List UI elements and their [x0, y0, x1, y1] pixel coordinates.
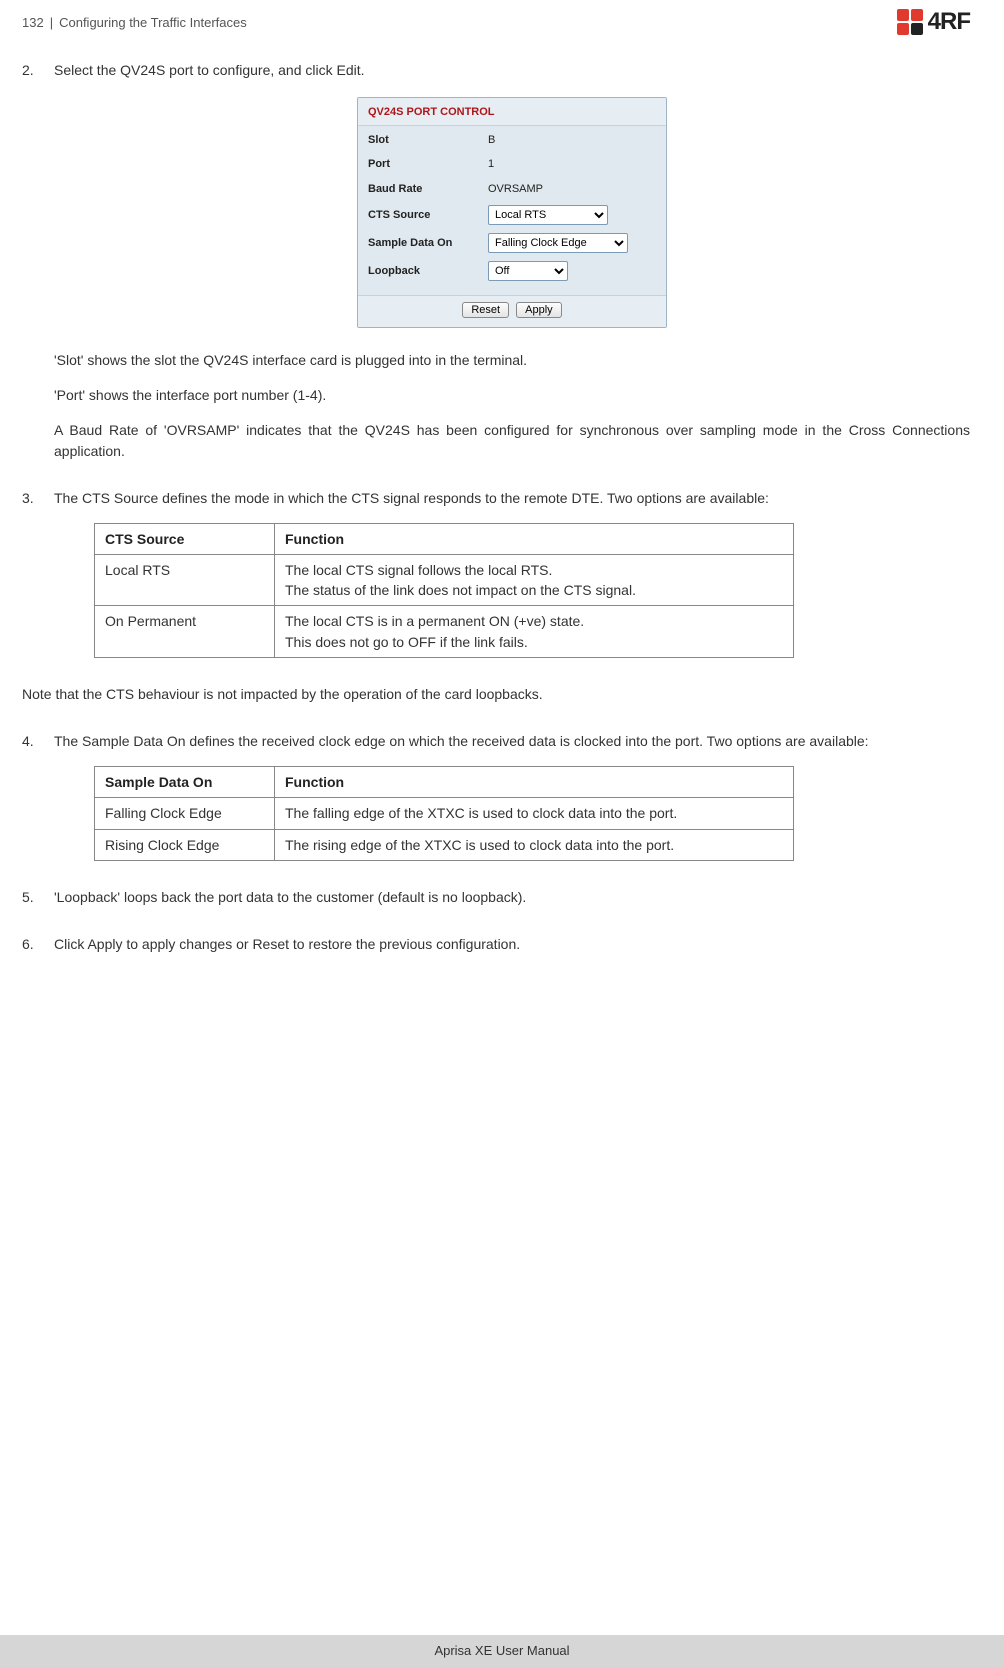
page-number: 132	[22, 15, 44, 30]
table-row: Rising Clock Edge The rising edge of the…	[95, 829, 794, 860]
panel-title: QV24S PORT CONTROL	[358, 98, 666, 126]
logo-sq-tl	[897, 9, 909, 21]
reset-button[interactable]: Reset	[462, 302, 509, 318]
sd-r1c1: Falling Clock Edge	[95, 798, 275, 829]
step-5-text: 'Loopback' loops back the port data to t…	[54, 889, 526, 905]
table-row: Falling Clock Edge The falling edge of t…	[95, 798, 794, 829]
cts-r2c2: The local CTS is in a permanent ON (+ve)…	[275, 606, 794, 658]
cts-th-2: Function	[275, 523, 794, 554]
cts-note: Note that the CTS behaviour is not impac…	[22, 684, 970, 705]
row-baud: Baud Rate OVRSAMP	[368, 177, 656, 202]
row-slot: Slot B	[368, 128, 656, 153]
brand-logo: 4RF	[896, 8, 970, 36]
footer-text: Aprisa XE User Manual	[434, 1643, 569, 1658]
cts-r1c2: The local CTS signal follows the local R…	[275, 554, 794, 606]
value-sample-wrap: Falling Clock Edge	[488, 233, 656, 253]
label-loopback: Loopback	[368, 263, 488, 280]
page-header: 132 | Configuring the Traffic Interfaces…	[0, 0, 1004, 40]
row-cts: CTS Source Local RTS	[368, 201, 656, 229]
sample-data-table: Sample Data On Function Falling Clock Ed…	[94, 766, 794, 861]
label-sample: Sample Data On	[368, 235, 488, 252]
sd-th-2: Function	[275, 766, 794, 797]
header-sep: |	[50, 15, 53, 30]
label-baud: Baud Rate	[368, 181, 488, 198]
cts-source-select[interactable]: Local RTS	[488, 205, 608, 225]
table-row: On Permanent The local CTS is in a perma…	[95, 606, 794, 658]
logo-sq-tr	[911, 9, 923, 21]
header-left: 132 | Configuring the Traffic Interfaces	[22, 15, 247, 30]
step-3: The CTS Source defines the mode in which…	[22, 488, 970, 658]
logo-text: 4RF	[928, 8, 970, 36]
sd-th-1: Sample Data On	[95, 766, 275, 797]
sd-r2c2: The rising edge of the XTXC is used to c…	[275, 829, 794, 860]
label-port: Port	[368, 156, 488, 173]
table-row: CTS Source Function	[95, 523, 794, 554]
value-baud: OVRSAMP	[488, 181, 656, 198]
qv24s-port-control-panel: QV24S PORT CONTROL Slot B Port 1 Baud Ra…	[357, 97, 667, 328]
step-4: The Sample Data On defines the received …	[22, 731, 970, 861]
value-cts-wrap: Local RTS	[488, 205, 656, 225]
page-content: Select the QV24S port to configure, and …	[0, 40, 1004, 1001]
label-slot: Slot	[368, 132, 488, 149]
table-row: Sample Data On Function	[95, 766, 794, 797]
cts-r1c1: Local RTS	[95, 554, 275, 606]
value-loopback-wrap: Off	[488, 261, 656, 281]
label-cts: CTS Source	[368, 207, 488, 224]
logo-sq-bl	[897, 23, 909, 35]
panel-footer: Reset Apply	[358, 295, 666, 327]
step-5: 'Loopback' loops back the port data to t…	[22, 887, 970, 908]
row-port: Port 1	[368, 152, 656, 177]
sd-r2c1: Rising Clock Edge	[95, 829, 275, 860]
step2-p2: 'Port' shows the interface port number (…	[54, 385, 970, 406]
logo-squares-icon	[896, 8, 924, 36]
panel-wrap: QV24S PORT CONTROL Slot B Port 1 Baud Ra…	[54, 97, 970, 328]
cts-th-1: CTS Source	[95, 523, 275, 554]
step2-p3: A Baud Rate of 'OVRSAMP' indicates that …	[54, 420, 970, 462]
step2-p1: 'Slot' shows the slot the QV24S interfac…	[54, 350, 970, 371]
panel-body: Slot B Port 1 Baud Rate OVRSAMP CTS So	[358, 126, 666, 296]
value-slot: B	[488, 132, 656, 149]
step-2: Select the QV24S port to configure, and …	[22, 60, 970, 462]
footer-bar: Aprisa XE User Manual	[0, 1635, 1004, 1667]
logo-sq-br	[911, 23, 923, 35]
step-4-text: The Sample Data On defines the received …	[54, 733, 869, 749]
row-loopback: Loopback Off	[368, 257, 656, 285]
table-row: Local RTS The local CTS signal follows t…	[95, 554, 794, 606]
loopback-select[interactable]: Off	[488, 261, 568, 281]
apply-button[interactable]: Apply	[516, 302, 562, 318]
step-6: Click Apply to apply changes or Reset to…	[22, 934, 970, 955]
step-2-text: Select the QV24S port to configure, and …	[54, 62, 365, 78]
step-6-text: Click Apply to apply changes or Reset to…	[54, 936, 520, 952]
step-3-text: The CTS Source defines the mode in which…	[54, 490, 769, 506]
row-sample: Sample Data On Falling Clock Edge	[368, 229, 656, 257]
sample-data-select[interactable]: Falling Clock Edge	[488, 233, 628, 253]
value-port: 1	[488, 156, 656, 173]
cts-source-table: CTS Source Function Local RTS The local …	[94, 523, 794, 658]
section-title: Configuring the Traffic Interfaces	[59, 15, 247, 30]
cts-r2c1: On Permanent	[95, 606, 275, 658]
sd-r1c2: The falling edge of the XTXC is used to …	[275, 798, 794, 829]
